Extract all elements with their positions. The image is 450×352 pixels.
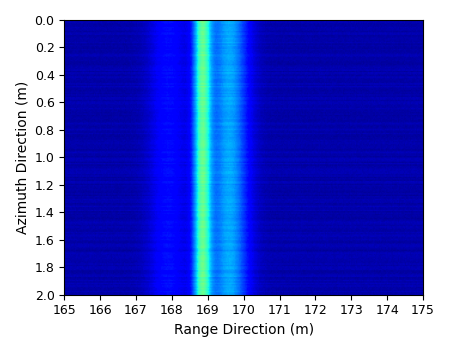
Y-axis label: Azimuth Direction (m): Azimuth Direction (m) <box>15 81 29 234</box>
X-axis label: Range Direction (m): Range Direction (m) <box>174 323 314 337</box>
